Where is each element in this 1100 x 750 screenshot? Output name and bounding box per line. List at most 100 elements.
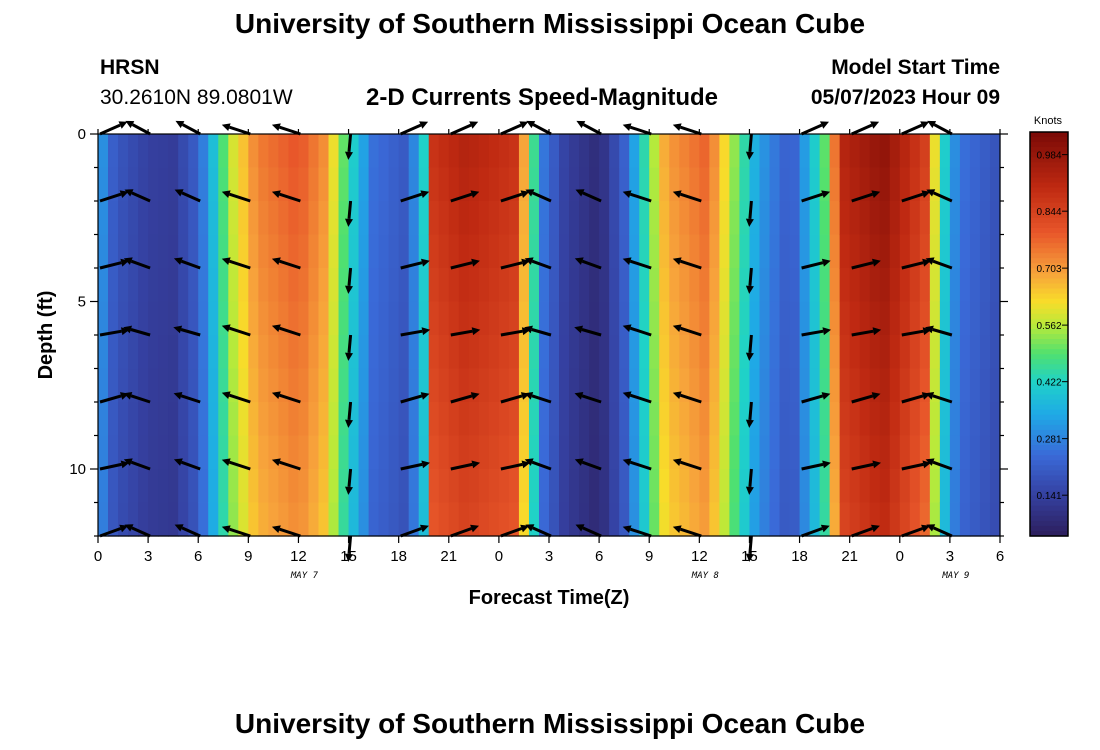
heatmap-cell: [428, 301, 440, 336]
heatmap-cell: [689, 335, 700, 370]
heatmap-cell: [599, 469, 610, 504]
heatmap-cell: [488, 502, 500, 537]
heatmap-cell: [609, 134, 620, 169]
heatmap-cell: [829, 234, 841, 269]
heatmap-cell: [358, 268, 370, 303]
heatmap-cell: [949, 301, 961, 336]
heatmap-cell: [158, 502, 169, 537]
heatmap-cell: [879, 234, 891, 269]
heatmap-cell: [448, 268, 460, 303]
heatmap-cell: [508, 167, 520, 202]
heatmap-cell: [98, 268, 109, 303]
heatmap-cell: [278, 234, 290, 269]
heatmap-cell: [358, 368, 370, 403]
heatmap-cell: [939, 167, 951, 202]
heatmap-cell: [989, 234, 1001, 269]
heatmap-cell: [789, 167, 801, 202]
heatmap-cell: [488, 134, 500, 169]
heatmap-cell: [488, 335, 500, 370]
heatmap-cell: [148, 134, 159, 169]
heatmap-cell: [478, 435, 490, 470]
heatmap-cell: [739, 201, 751, 236]
heatmap-cell: [438, 368, 450, 403]
heatmap-cell: [689, 435, 700, 470]
heatmap-cell: [458, 301, 470, 336]
heatmap-cell: [589, 469, 600, 504]
heatmap-cell: [538, 301, 550, 336]
heatmap-cell: [228, 402, 239, 437]
heatmap-cell: [579, 502, 590, 537]
heatmap-cell: [358, 335, 370, 370]
heatmap-cell: [288, 301, 300, 336]
heatmap-cell: [418, 402, 430, 437]
heatmap-cell: [799, 134, 811, 169]
heatmap-cell: [218, 268, 229, 303]
heatmap-cell: [729, 335, 741, 370]
current-arrow: [524, 325, 552, 337]
heatmap-cell: [809, 234, 821, 269]
current-arrow: [801, 460, 831, 471]
heatmap-cell: [829, 469, 841, 504]
heatmap-cell: [719, 268, 730, 303]
heatmap-cell: [649, 234, 660, 269]
heatmap-cell: [118, 435, 129, 470]
heatmap-cell: [829, 268, 841, 303]
heatmap-cell: [849, 502, 861, 537]
current-arrow: [525, 189, 552, 203]
colorbar-cell: [1030, 520, 1068, 527]
heatmap-cell: [348, 469, 360, 504]
heatmap-cell: [118, 234, 129, 269]
heatmap-cell: [859, 301, 871, 336]
heatmap-cell: [508, 301, 520, 336]
heatmap-cell: [388, 335, 400, 370]
heatmap-cell: [639, 435, 650, 470]
heatmap-cell: [218, 502, 229, 537]
heatmap-cell: [468, 335, 480, 370]
heatmap-cell: [268, 335, 279, 370]
heatmap-cell: [118, 201, 129, 236]
heatmap-cell: [679, 368, 690, 403]
heatmap-cell: [839, 201, 851, 236]
heatmap-cell: [959, 335, 971, 370]
current-arrow: [622, 257, 652, 270]
colorbar-cell: [1030, 162, 1068, 168]
current-arrow: [745, 334, 754, 361]
heatmap-cell: [719, 435, 730, 470]
heatmap-cell: [308, 167, 320, 202]
colorbar-cell: [1030, 450, 1068, 456]
heatmap-cell: [769, 268, 781, 303]
heatmap-cell: [989, 268, 1001, 303]
current-arrow: [500, 190, 530, 203]
heatmap-cell: [118, 335, 129, 370]
colorbar-cell: [1030, 384, 1068, 391]
heatmap-cell: [338, 469, 350, 504]
heatmap-cell: [869, 234, 881, 269]
heatmap-cell: [248, 402, 259, 437]
heatmap-cell: [759, 502, 771, 537]
heatmap-cell: [769, 167, 781, 202]
colorbar-cell: [1030, 495, 1068, 502]
heatmap-cell: [699, 234, 710, 269]
heatmap-cell: [128, 502, 139, 537]
heatmap-cell: [959, 268, 971, 303]
heatmap-cell: [188, 167, 199, 202]
current-arrow: [672, 257, 702, 270]
heatmap-cell: [358, 402, 370, 437]
heatmap-cell: [118, 268, 129, 303]
heatmap-cell: [478, 301, 490, 336]
heatmap-cell: [789, 435, 801, 470]
heatmap-cell: [859, 435, 871, 470]
heatmap-cell: [508, 335, 520, 370]
heatmap-cell: [538, 402, 550, 437]
heatmap-cell: [118, 167, 129, 202]
heatmap-cell: [248, 268, 259, 303]
heatmap-cell: [188, 234, 199, 269]
heatmap-cell: [699, 402, 710, 437]
heatmap-cell: [358, 234, 370, 269]
colorbar-cell: [1030, 273, 1068, 280]
heatmap-cell: [398, 469, 410, 504]
colorbar-cell: [1030, 227, 1068, 234]
heatmap-cell: [518, 402, 530, 437]
heatmap-cell: [448, 201, 460, 236]
